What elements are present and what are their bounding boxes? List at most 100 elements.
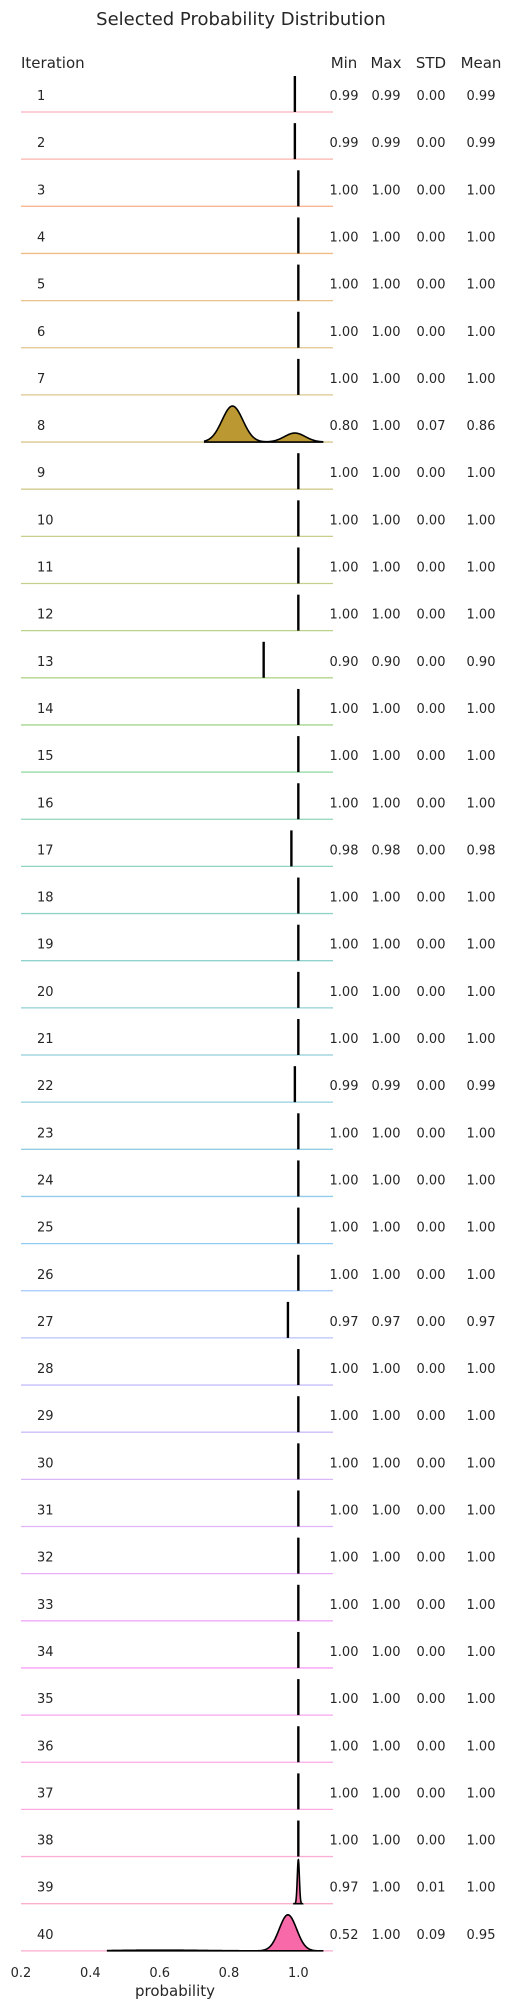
stat-mean: 1.00: [467, 796, 496, 811]
stat-mean: 1.00: [467, 1881, 496, 1896]
stat-min: 1.00: [330, 985, 359, 1000]
ridge-row-2: 2 0.99 0.99 0.00 0.99: [21, 123, 495, 160]
stat-mean: 0.99: [467, 1079, 496, 1094]
iteration-label: 26: [37, 1268, 54, 1283]
stat-max: 1.00: [372, 1268, 401, 1283]
stat-min: 1.00: [330, 891, 359, 906]
column-header-mean: Mean: [461, 54, 502, 72]
stat-std: 0.00: [417, 1504, 446, 1519]
stat-std: 0.00: [417, 938, 446, 953]
stat-mean: 1.00: [467, 1504, 496, 1519]
stat-min: 1.00: [330, 1739, 359, 1754]
stat-mean: 1.00: [467, 1221, 496, 1236]
stat-std: 0.00: [417, 1268, 446, 1283]
stat-max: 1.00: [372, 1221, 401, 1236]
iteration-label: 19: [37, 938, 54, 953]
ridge-row-23: 23 1.00 1.00 0.00 1.00: [21, 1113, 495, 1150]
stat-min: 1.00: [330, 325, 359, 340]
ridge-row-5: 5 1.00 1.00 0.00 1.00: [21, 264, 495, 302]
ridge-row-13: 13 0.90 0.90 0.00 0.90: [21, 641, 495, 679]
stat-std: 0.00: [417, 372, 446, 387]
iteration-label: 37: [37, 1786, 54, 1801]
x-axis-label: probability: [135, 1982, 215, 2000]
ridge-row-4: 4 1.00 1.00 0.00 1.00: [21, 217, 496, 255]
stat-mean: 1.00: [467, 1834, 496, 1849]
iteration-label: 13: [37, 655, 54, 670]
stat-min: 1.00: [330, 1362, 359, 1377]
stat-max: 1.00: [372, 1834, 401, 1849]
ridge-row-1: 1 0.99 0.99 0.00 0.99: [21, 76, 495, 113]
stat-min: 1.00: [330, 466, 359, 481]
stat-mean: 1.00: [467, 1786, 496, 1801]
stat-max: 1.00: [372, 1645, 401, 1660]
column-header-std: STD: [416, 54, 446, 72]
stat-mean: 0.95: [467, 1928, 496, 1943]
stat-std: 0.00: [417, 702, 446, 717]
ridge-row-22: 22 0.99 0.99 0.00 0.99: [21, 1066, 496, 1103]
stat-max: 1.00: [372, 183, 401, 198]
stat-mean: 1.00: [467, 325, 496, 340]
x-tick-label: 0.6: [149, 1966, 170, 1981]
stat-std: 0.00: [417, 796, 446, 811]
stat-mean: 1.00: [467, 372, 496, 387]
stat-mean: 1.00: [467, 608, 496, 623]
stat-max: 1.00: [372, 1881, 401, 1896]
stat-max: 1.00: [372, 419, 401, 434]
iteration-label: 4: [37, 230, 45, 245]
stat-std: 0.00: [417, 1786, 446, 1801]
stat-std: 0.00: [417, 466, 446, 481]
stat-mean: 0.97: [467, 1315, 496, 1330]
stat-mean: 1.00: [467, 561, 496, 576]
iteration-label: 32: [37, 1551, 54, 1566]
stat-max: 1.00: [372, 1362, 401, 1377]
row-header: Iteration: [21, 54, 85, 72]
iteration-label: 16: [37, 796, 54, 811]
stat-mean: 1.00: [467, 985, 496, 1000]
stat-std: 0.01: [417, 1881, 446, 1896]
stat-max: 1.00: [372, 230, 401, 245]
stat-std: 0.00: [417, 513, 446, 528]
stat-max: 1.00: [372, 561, 401, 576]
stat-std: 0.00: [417, 1645, 446, 1660]
iteration-label: 31: [37, 1504, 54, 1519]
stat-min: 1.00: [330, 1126, 359, 1141]
iteration-label: 14: [37, 702, 54, 717]
ridge-row-28: 28 1.00 1.00 0.00 1.00: [21, 1349, 495, 1386]
ridge-row-34: 34 1.00 1.00 0.00 1.00: [21, 1631, 495, 1669]
iteration-label: 27: [37, 1315, 54, 1330]
ridge-row-27: 27 0.97 0.97 0.00 0.97: [21, 1301, 496, 1339]
stat-min: 0.99: [330, 1079, 359, 1094]
ridge-density: [293, 1858, 304, 1905]
ridge-row-38: 38 1.00 1.00 0.00 1.00: [21, 1820, 496, 1858]
stat-max: 1.00: [372, 749, 401, 764]
ridge-row-40: 40 0.52 1.00 0.09 0.95: [21, 1914, 496, 1952]
stat-mean: 1.00: [467, 230, 496, 245]
ridge-row-17: 17 0.98 0.98 0.00 0.98: [21, 830, 496, 868]
iteration-label: 17: [37, 843, 54, 858]
stat-max: 1.00: [372, 1692, 401, 1707]
iteration-label: 6: [37, 325, 45, 340]
stat-max: 1.00: [372, 1173, 401, 1188]
stat-min: 1.00: [330, 608, 359, 623]
x-axis: 0.2 0.4 0.6 0.8 1.0: [11, 1966, 309, 1981]
stat-min: 1.00: [330, 1551, 359, 1566]
ridge-row-3: 3 1.00 1.00 0.00 1.00: [21, 170, 495, 207]
iteration-label: 33: [37, 1598, 54, 1613]
ridge-rows: 1 0.99 0.99 0.00 0.99 2 0.99 0.99 0.00 0.99 3 1.00 1…: [21, 76, 496, 1952]
stat-mean: 1.00: [467, 1456, 496, 1471]
iteration-label: 8: [37, 419, 45, 434]
ridge-row-29: 29 1.00 1.00 0.00 1.00: [21, 1396, 495, 1433]
stat-std: 0.00: [417, 1409, 446, 1424]
iteration-label: 23: [37, 1126, 54, 1141]
stat-mean: 0.98: [467, 843, 496, 858]
iteration-label: 5: [37, 278, 45, 293]
iteration-label: 40: [37, 1928, 54, 1943]
column-header-min: Min: [331, 54, 358, 72]
stat-min: 1.00: [330, 1456, 359, 1471]
iteration-label: 12: [37, 608, 54, 623]
stat-min: 1.00: [330, 1221, 359, 1236]
stat-max: 1.00: [372, 513, 401, 528]
ridge-row-36: 36 1.00 1.00 0.00 1.00: [21, 1726, 495, 1763]
stat-min: 1.00: [330, 1645, 359, 1660]
